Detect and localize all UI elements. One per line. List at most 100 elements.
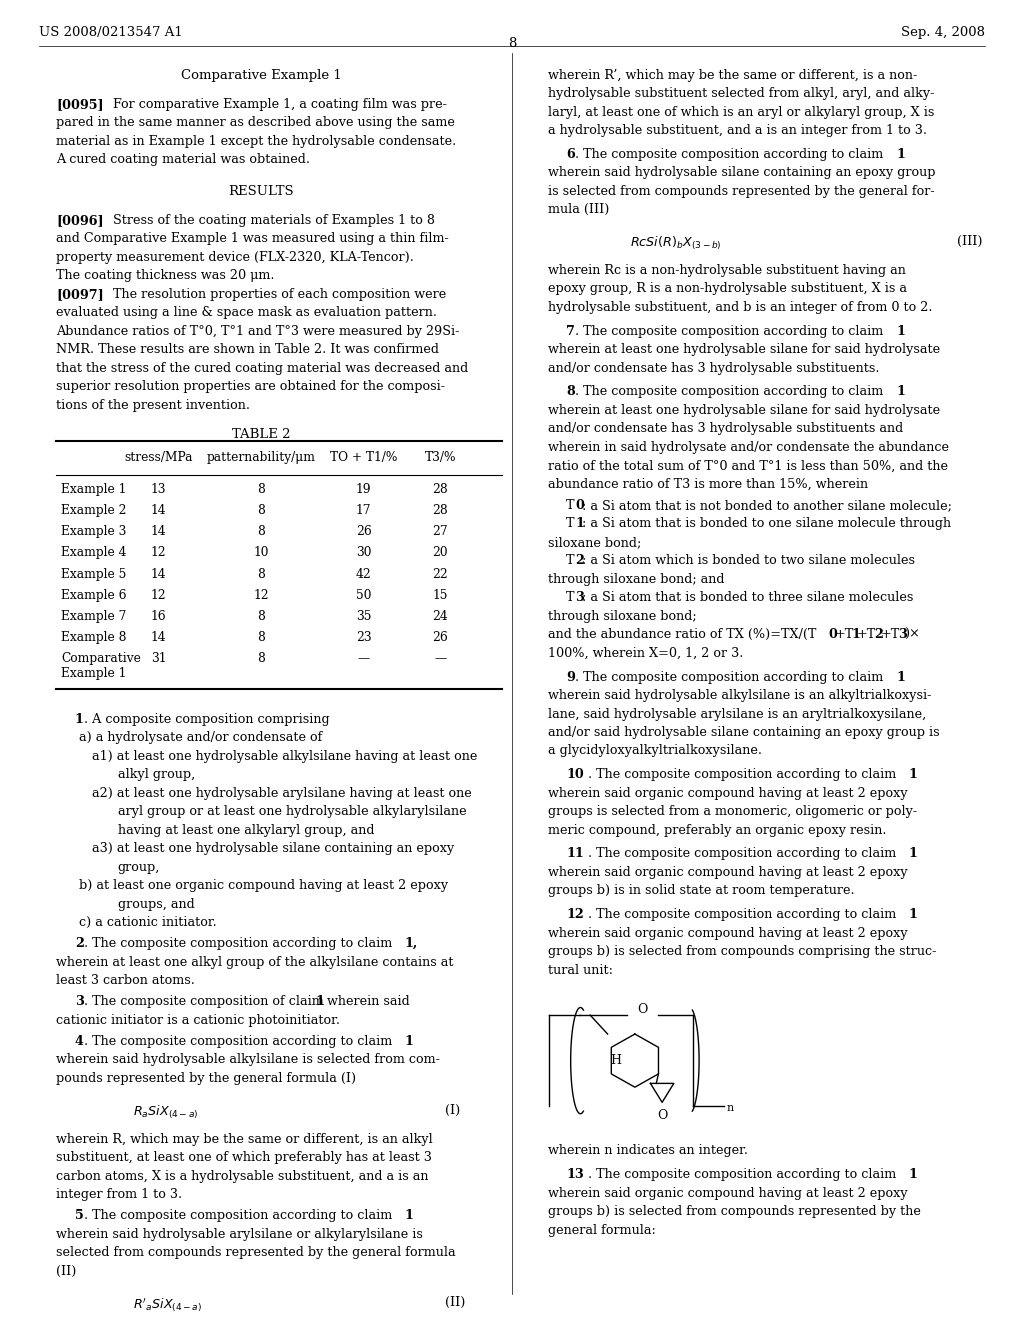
Text: property measurement device (FLX-2320, KLA-Tencor).: property measurement device (FLX-2320, K… [56, 251, 414, 264]
Text: groups is selected from a monomeric, oligomeric or poly-: groups is selected from a monomeric, oli… [548, 805, 916, 818]
Text: hydrolysable substituent, and b is an integer of from 0 to 2.: hydrolysable substituent, and b is an in… [548, 301, 932, 314]
Text: 9: 9 [566, 671, 575, 684]
Text: 20: 20 [432, 546, 449, 560]
Text: 1: 1 [404, 1209, 414, 1222]
Text: 13: 13 [566, 1168, 584, 1181]
Text: For comparative Example 1, a coating film was pre-: For comparative Example 1, a coating fil… [113, 98, 446, 111]
Text: 4: 4 [75, 1035, 84, 1048]
Text: 6: 6 [566, 148, 575, 161]
Text: . The composite composition according to claim: . The composite composition according to… [588, 1168, 900, 1181]
Text: 12: 12 [151, 589, 167, 602]
Text: a) a hydrolysate and/or condensate of: a) a hydrolysate and/or condensate of [79, 731, 323, 744]
Text: The resolution properties of each composition were: The resolution properties of each compos… [113, 288, 445, 301]
Text: Example 8: Example 8 [61, 631, 127, 644]
Text: is selected from compounds represented by the general for-: is selected from compounds represented b… [548, 185, 935, 198]
Text: 0: 0 [828, 628, 838, 642]
Text: 8: 8 [257, 525, 265, 539]
Text: b) at least one organic compound having at least 2 epoxy: b) at least one organic compound having … [79, 879, 447, 892]
Text: T: T [566, 554, 574, 568]
Text: . The composite composition according to claim: . The composite composition according to… [84, 1035, 396, 1048]
Text: A cured coating material was obtained.: A cured coating material was obtained. [56, 153, 310, 166]
Text: +T: +T [857, 628, 877, 642]
Text: Comparative
Example 1: Comparative Example 1 [61, 652, 141, 680]
Text: and the abundance ratio of TX (%)=TX/(T: and the abundance ratio of TX (%)=TX/(T [548, 628, 816, 642]
Text: 3: 3 [898, 628, 907, 642]
Text: 1: 1 [908, 1168, 918, 1181]
Text: groups b) is in solid state at room temperature.: groups b) is in solid state at room temp… [548, 884, 854, 898]
Text: c) a cationic initiator.: c) a cationic initiator. [79, 916, 217, 929]
Text: 30: 30 [355, 546, 372, 560]
Text: 10: 10 [566, 768, 584, 781]
Text: 3: 3 [75, 995, 84, 1008]
Text: [0097]: [0097] [56, 288, 104, 301]
Text: pounds represented by the general formula (I): pounds represented by the general formul… [56, 1072, 356, 1085]
Text: mula (III): mula (III) [548, 203, 609, 216]
Text: 1: 1 [315, 995, 325, 1008]
Text: +T: +T [835, 628, 854, 642]
Text: carbon atoms, X is a hydrolysable substituent, and a is an: carbon atoms, X is a hydrolysable substi… [56, 1170, 429, 1183]
Text: 1: 1 [908, 768, 918, 781]
Text: Example 1: Example 1 [61, 483, 127, 496]
Text: 8: 8 [257, 504, 265, 517]
Text: 14: 14 [151, 504, 167, 517]
Text: stress/MPa: stress/MPa [125, 451, 193, 465]
Text: wherein said organic compound having at least 2 epoxy: wherein said organic compound having at … [548, 866, 907, 879]
Text: 1: 1 [896, 671, 905, 684]
Text: 7: 7 [566, 325, 575, 338]
Text: wherein said hydrolysable alkylsilane is selected from com-: wherein said hydrolysable alkylsilane is… [56, 1053, 440, 1067]
Text: 26: 26 [355, 525, 372, 539]
Text: Example 2: Example 2 [61, 504, 127, 517]
Text: pared in the same manner as described above using the same: pared in the same manner as described ab… [56, 116, 456, 129]
Text: and/or said hydrolysable silane containing an epoxy group is: and/or said hydrolysable silane containi… [548, 726, 939, 739]
Text: 2: 2 [874, 628, 884, 642]
Text: ratio of the total sum of T°0 and T°1 is less than 50%, and the: ratio of the total sum of T°0 and T°1 is… [548, 459, 948, 473]
Text: Comparative Example 1: Comparative Example 1 [181, 69, 341, 82]
Text: groups b) is selected from compounds represented by the: groups b) is selected from compounds rep… [548, 1205, 921, 1218]
Text: a glycidyloxyalkyltrialkoxysilane.: a glycidyloxyalkyltrialkoxysilane. [548, 744, 762, 758]
Text: 22: 22 [432, 568, 449, 581]
Text: . The composite composition according to claim: . The composite composition according to… [588, 908, 900, 921]
Text: 28: 28 [432, 483, 449, 496]
Text: 50: 50 [355, 589, 372, 602]
Text: patternability/μm: patternability/μm [207, 451, 315, 465]
Text: TABLE 2: TABLE 2 [231, 428, 291, 441]
Text: 14: 14 [151, 631, 167, 644]
Text: —: — [357, 652, 370, 665]
Text: siloxane bond;: siloxane bond; [548, 536, 641, 549]
Text: epoxy group, R is a non-hydrolysable substituent, X is a: epoxy group, R is a non-hydrolysable sub… [548, 282, 907, 296]
Text: 3: 3 [575, 591, 585, 605]
Text: through siloxane bond; and: through siloxane bond; and [548, 573, 724, 586]
Text: and/or condensate has 3 hydrolysable substituents.: and/or condensate has 3 hydrolysable sub… [548, 362, 880, 375]
Text: a3) at least one hydrolysable silane containing an epoxy: a3) at least one hydrolysable silane con… [92, 842, 455, 855]
Text: wherein said hydrolysable arylsilane or alkylarylsilane is: wherein said hydrolysable arylsilane or … [56, 1228, 423, 1241]
Text: T: T [566, 499, 574, 512]
Text: 17: 17 [355, 504, 372, 517]
Text: Example 4: Example 4 [61, 546, 127, 560]
Text: 23: 23 [355, 631, 372, 644]
Text: Example 7: Example 7 [61, 610, 127, 623]
Text: abundance ratio of T3 is more than 15%, wherein: abundance ratio of T3 is more than 15%, … [548, 478, 868, 491]
Text: $R'_a\mathit{Si}X_{(4-a)}$: $R'_a\mathit{Si}X_{(4-a)}$ [133, 1296, 203, 1315]
Text: 8: 8 [508, 37, 516, 50]
Text: O: O [657, 1109, 668, 1122]
Text: 1: 1 [908, 908, 918, 921]
Text: hydrolysable substituent selected from alkyl, aryl, and alky-: hydrolysable substituent selected from a… [548, 87, 934, 100]
Text: 35: 35 [355, 610, 372, 623]
Text: 31: 31 [151, 652, 167, 665]
Text: T: T [566, 591, 574, 605]
Text: a hydrolysable substituent, and a is an integer from 1 to 3.: a hydrolysable substituent, and a is an … [548, 124, 927, 137]
Text: The coating thickness was 20 μm.: The coating thickness was 20 μm. [56, 269, 274, 282]
Text: Sep. 4, 2008: Sep. 4, 2008 [901, 26, 985, 40]
Text: T3/%: T3/% [425, 451, 456, 465]
Text: wherein at least one hydrolysable silane for said hydrolysate: wherein at least one hydrolysable silane… [548, 404, 940, 417]
Text: and Comparative Example 1 was measured using a thin film-: and Comparative Example 1 was measured u… [56, 232, 450, 246]
Text: wherein said organic compound having at least 2 epoxy: wherein said organic compound having at … [548, 1187, 907, 1200]
Text: : a Si atom that is not bonded to another silane molecule;: : a Si atom that is not bonded to anothe… [582, 499, 951, 512]
Text: 1: 1 [896, 385, 905, 399]
Text: wherein said: wherein said [323, 995, 410, 1008]
Text: : a Si atom which is bonded to two silane molecules: : a Si atom which is bonded to two silan… [582, 554, 914, 568]
Text: and/or condensate has 3 hydrolysable substituents and: and/or condensate has 3 hydrolysable sub… [548, 422, 903, 436]
Text: Example 3: Example 3 [61, 525, 127, 539]
Text: 8: 8 [566, 385, 575, 399]
Text: wherein said hydrolysable alkylsilane is an alkyltrialkoxysi-: wherein said hydrolysable alkylsilane is… [548, 689, 931, 702]
